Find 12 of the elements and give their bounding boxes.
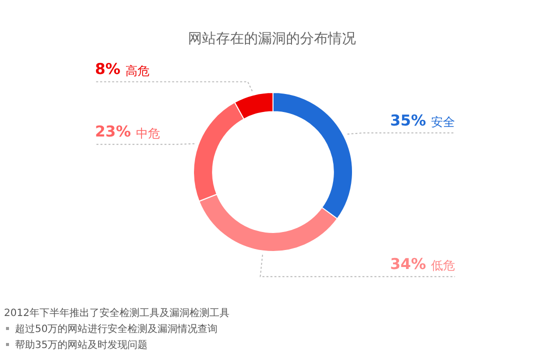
slice-label: 安全 bbox=[431, 115, 455, 130]
data-label: 8% bbox=[95, 60, 120, 78]
slice-label: 中危 bbox=[136, 126, 160, 140]
slice-label: 低危 bbox=[431, 258, 455, 273]
text: 帮助35万的网站及时发现问题 bbox=[15, 340, 148, 351]
data-label: 34% bbox=[390, 254, 426, 273]
text: 2012年下半年推出了安全检测工具及漏洞检测工具 bbox=[4, 308, 230, 319]
chart-title: 网站存在的漏洞的分布情况 bbox=[187, 30, 357, 48]
slice-label: 高危 bbox=[125, 64, 150, 78]
text: 超过50万的网站进行安全检测及漏洞情况查询 bbox=[15, 324, 218, 335]
data-label: 23% bbox=[95, 122, 131, 141]
data-label: 35% bbox=[390, 111, 426, 130]
